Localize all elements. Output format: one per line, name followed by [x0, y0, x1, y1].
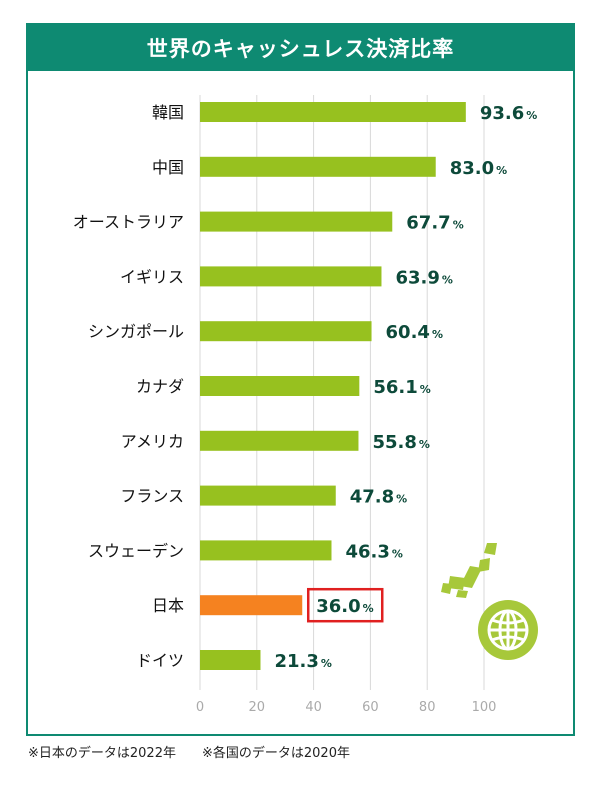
category-label: 韓国: [152, 103, 184, 122]
category-label: ドイツ: [136, 651, 184, 670]
footnotes: ※日本のデータは2022年 ※各国のデータは2020年: [28, 742, 376, 761]
bar: [200, 321, 372, 342]
labels: 韓国 93.6 % 中国 83.0 % オーストラリア 67.7 % イギリス 63.9 % シンガポー…: [73, 103, 537, 672]
x-tick-label: 40: [305, 700, 322, 715]
x-tick-label: 60: [362, 700, 379, 715]
category-label: 日本: [152, 596, 184, 615]
bar: [200, 102, 466, 122]
value-label: 21.3%: [274, 651, 331, 672]
category-label: フランス: [120, 487, 184, 506]
globe-icon: [478, 600, 538, 660]
category-label: カナダ: [136, 377, 184, 396]
chart-title: 世界のキャッシュレス決済比率: [28, 25, 573, 71]
category-label: アメリカ: [121, 432, 184, 451]
x-tick-label: 20: [249, 700, 266, 715]
x-tick-label: 80: [419, 700, 436, 715]
category-label: イギリス: [120, 267, 184, 286]
footnote-japan: ※日本のデータは2022年: [28, 746, 176, 761]
value-label: 47.8%: [350, 487, 407, 508]
footnote-others: ※各国のデータは2020年: [201, 746, 350, 761]
bar: [200, 376, 360, 396]
value-label: 46.3%: [345, 541, 402, 562]
value-label: 63.9%: [395, 267, 452, 288]
japan-map-icon: [441, 543, 497, 598]
bar: [200, 156, 436, 177]
bar: [200, 211, 393, 232]
highlight-box: [306, 587, 384, 623]
value-label: 55.8%: [372, 432, 429, 453]
bar: [200, 430, 359, 451]
category-label: スウェーデン: [88, 541, 184, 560]
category-label: シンガポール: [88, 322, 184, 341]
category-label: オーストラリア: [73, 213, 184, 232]
x-tick-label: 100: [472, 700, 497, 715]
value-label: 56.1%: [373, 377, 430, 398]
x-tick-label: 0: [196, 700, 204, 715]
bar: [200, 266, 382, 287]
bar: [200, 650, 261, 670]
value-label: 60.4%: [386, 322, 443, 343]
value-label: 67.7%: [406, 213, 463, 234]
value-label: 36.0%: [316, 596, 373, 617]
bar: [200, 540, 332, 561]
value-label: 93.6%: [480, 103, 537, 124]
bars: [200, 102, 466, 670]
category-label: 中国: [152, 158, 184, 177]
bar-highlight: [200, 595, 303, 616]
x-axis-ticks: 0 20 40 60 80 100: [196, 700, 497, 715]
decorations: [441, 543, 538, 660]
bar: [200, 485, 336, 506]
value-label: 83.0%: [450, 158, 507, 179]
